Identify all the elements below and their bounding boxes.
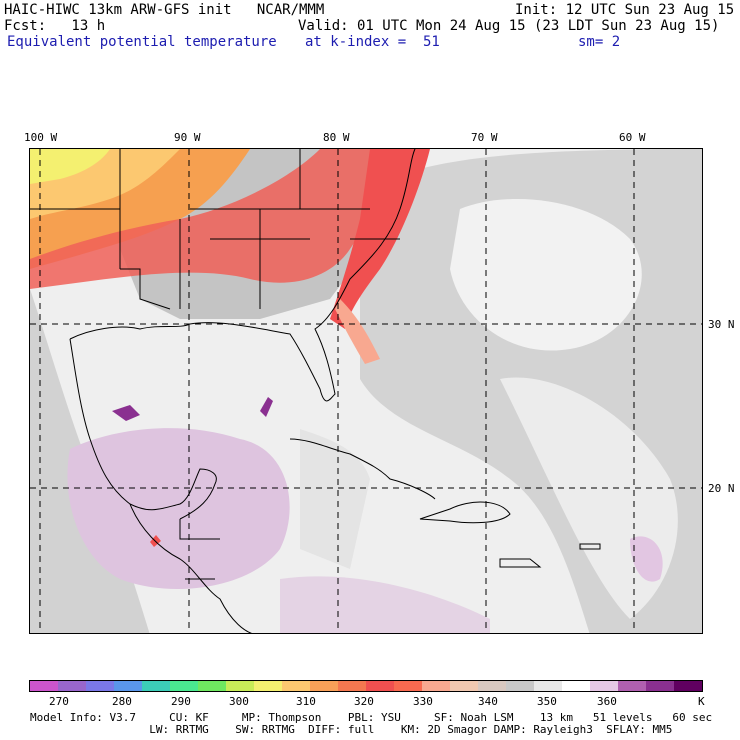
- legend-swatch: [366, 681, 394, 691]
- valid-time: Valid: 01 UTC Mon 24 Aug 15 (23 LDT Sun …: [298, 18, 720, 34]
- legend-label: 340: [478, 695, 498, 708]
- legend-swatch: [506, 681, 534, 691]
- init-time: Init: 12 UTC Sun 23 Aug 15: [515, 2, 735, 18]
- color-legend: [29, 680, 703, 692]
- model-title: HAIC-HIWC 13km ARW-GFS init NCAR/MMM: [4, 2, 325, 18]
- legend-swatch: [58, 681, 86, 691]
- legend-label: 360: [597, 695, 617, 708]
- legend-swatch: [170, 681, 198, 691]
- legend-swatch: [114, 681, 142, 691]
- legend-swatch: [590, 681, 618, 691]
- lon-label-90w: 90 W: [174, 131, 201, 144]
- lon-label-80w: 80 W: [323, 131, 350, 144]
- legend-swatch: [674, 681, 702, 691]
- legend-swatch: [282, 681, 310, 691]
- model-info-line1: Model Info: V3.7 CU: KF MP: Thompson PBL…: [30, 711, 713, 724]
- lat-label-20n: 20 N: [708, 482, 735, 495]
- legend-label: 270: [49, 695, 69, 708]
- legend-swatch: [534, 681, 562, 691]
- legend-swatch: [86, 681, 114, 691]
- legend-swatch: [422, 681, 450, 691]
- legend-swatch: [646, 681, 674, 691]
- lat-label-30n: 30 N: [708, 318, 735, 331]
- model-info-line2: LW: RRTMG SW: RRTMG DIFF: full KM: 2D Sm…: [30, 723, 673, 736]
- map-canvas: [30, 149, 702, 633]
- legend-label: 300: [229, 695, 249, 708]
- field-name: Equivalent potential temperature: [7, 34, 277, 50]
- legend-label: 330: [413, 695, 433, 708]
- legend-label: 320: [354, 695, 374, 708]
- lon-label-70w: 70 W: [471, 131, 498, 144]
- legend-swatch: [198, 681, 226, 691]
- level-index: at k-index = 51: [305, 34, 440, 50]
- legend-swatch: [394, 681, 422, 691]
- legend-swatch: [310, 681, 338, 691]
- legend-swatch: [142, 681, 170, 691]
- legend-label: 310: [296, 695, 316, 708]
- legend-label: 290: [171, 695, 191, 708]
- legend-swatch: [618, 681, 646, 691]
- legend-swatch: [450, 681, 478, 691]
- legend-swatch: [478, 681, 506, 691]
- legend-label: 280: [112, 695, 132, 708]
- legend-swatch: [226, 681, 254, 691]
- legend-swatch: [254, 681, 282, 691]
- legend-unit: K: [698, 695, 705, 708]
- theta-e-map: [29, 148, 703, 634]
- lon-label-100w: 100 W: [24, 131, 58, 144]
- lon-label-60w: 60 W: [619, 131, 646, 144]
- legend-swatch: [562, 681, 590, 691]
- legend-label: 350: [537, 695, 557, 708]
- smoothing: sm= 2: [578, 34, 621, 50]
- legend-swatch: [338, 681, 366, 691]
- forecast-hour: Fcst: 13 h: [4, 18, 106, 34]
- legend-swatch: [30, 681, 58, 691]
